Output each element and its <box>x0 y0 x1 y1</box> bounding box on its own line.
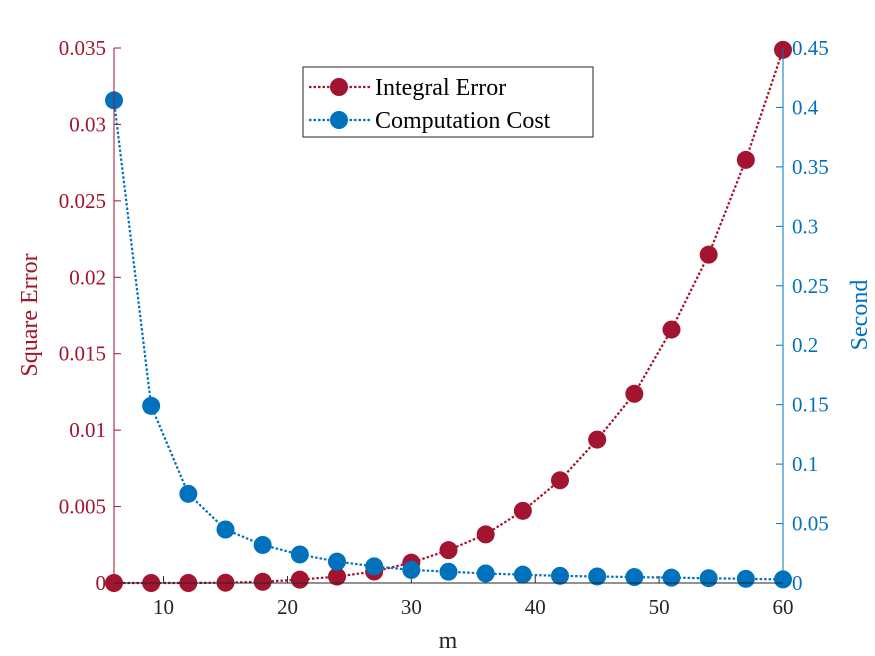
legend-item: Computation Cost <box>309 108 551 134</box>
legend: Integral Error Computation Cost <box>302 66 594 138</box>
data-point <box>476 525 495 544</box>
data-point <box>625 384 644 403</box>
legend-label: Integral Error <box>375 75 506 101</box>
data-point <box>328 552 346 571</box>
axes-layer <box>113 48 784 584</box>
x-tick-label: 50 <box>649 595 670 619</box>
data-point <box>699 245 718 264</box>
series-computation-cost <box>105 91 792 589</box>
x-tick-label: 60 <box>773 595 794 619</box>
x-tick-label: 10 <box>153 595 174 619</box>
x-tick-label: 30 <box>401 595 422 619</box>
right-y-axis-title: Second <box>847 280 873 351</box>
left-y-tick-label: 0.02 <box>69 265 106 289</box>
right-y-tick-label: 0.45 <box>792 36 829 60</box>
left-y-tick-label: 0.01 <box>69 418 106 442</box>
left-y-axis-title: Square Error <box>17 253 43 376</box>
data-point <box>588 567 607 586</box>
right-y-tick-label: 0.1 <box>792 452 818 476</box>
right-y-tick-label: 0.2 <box>792 333 818 357</box>
data-point <box>253 572 272 591</box>
data-point <box>142 396 161 415</box>
tick-layer: 0 0.005 0.01 0.015 0.02 0.025 0.03 0.035 0 0.05 0.… <box>59 36 829 619</box>
x-axis-title: m <box>439 628 458 654</box>
data-point <box>513 501 532 520</box>
data-point <box>699 569 718 588</box>
x-tick-label: 20 <box>277 595 298 619</box>
right-y-tick-label: 0 <box>792 571 803 595</box>
data-point <box>402 560 421 579</box>
legend-item: Integral Error <box>309 75 506 101</box>
series-layer <box>105 40 792 592</box>
data-point <box>588 430 607 449</box>
data-point <box>365 557 384 576</box>
data-point <box>179 484 198 503</box>
right-y-tick-label: 0.25 <box>792 274 829 298</box>
x-tick-label: 40 <box>525 595 546 619</box>
right-y-tick-label: 0.4 <box>792 95 819 119</box>
data-point <box>736 569 755 588</box>
right-y-tick-label: 0.35 <box>792 155 829 179</box>
data-point <box>551 471 569 490</box>
legend-swatch-marker <box>330 111 348 129</box>
right-y-tick-label: 0.15 <box>792 393 829 417</box>
data-point <box>662 568 681 587</box>
data-point <box>476 564 495 583</box>
left-y-tick-label: 0 <box>96 571 107 595</box>
right-y-tick-label: 0.05 <box>792 512 829 536</box>
right-y-tick-label: 0.3 <box>792 214 818 238</box>
series-line <box>112 100 784 581</box>
left-y-tick-label: 0.035 <box>59 36 106 60</box>
data-point <box>736 150 755 169</box>
data-point <box>625 568 644 587</box>
data-point <box>439 562 458 581</box>
data-point <box>253 535 272 554</box>
data-point <box>439 541 458 560</box>
data-point <box>551 566 569 585</box>
legend-label: Computation Cost <box>375 108 551 134</box>
data-point <box>513 565 532 584</box>
data-point <box>290 570 309 589</box>
data-point <box>216 520 235 539</box>
data-point <box>328 567 346 586</box>
data-point <box>290 545 309 564</box>
left-y-tick-label: 0.015 <box>59 342 106 366</box>
legend-box <box>302 66 594 138</box>
left-y-tick-label: 0.03 <box>69 112 106 136</box>
left-y-tick-label: 0.005 <box>59 495 106 519</box>
data-point <box>662 320 681 339</box>
legend-swatch-marker <box>330 78 348 96</box>
left-y-tick-label: 0.025 <box>59 189 106 213</box>
